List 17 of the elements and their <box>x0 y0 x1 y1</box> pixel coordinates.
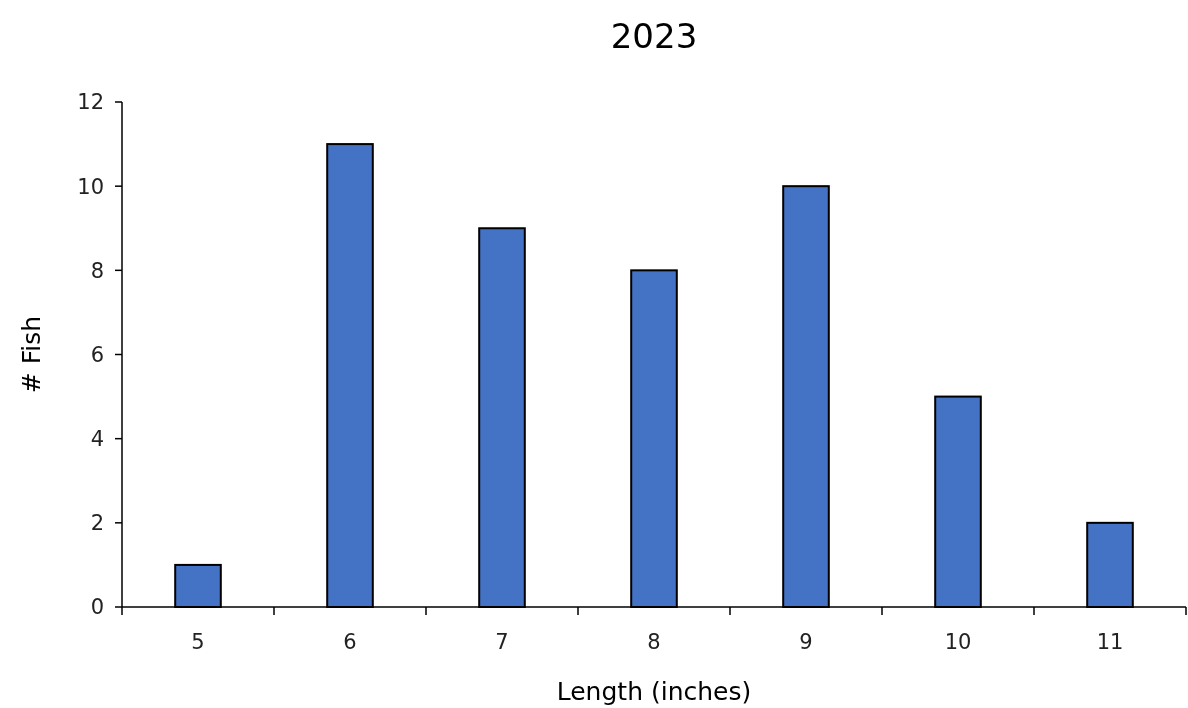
y-tick-label: 6 <box>90 342 104 367</box>
y-tick-label: 4 <box>90 427 104 452</box>
x-tick-label: 11 <box>1096 630 1124 654</box>
x-tick-label: 10 <box>944 630 972 654</box>
y-axis-title: # Fish <box>17 315 46 394</box>
y-tick-label: 0 <box>90 595 104 620</box>
y-tick-label: 12 <box>77 90 104 115</box>
x-tick-label: 9 <box>799 630 813 654</box>
x-tick-label: 8 <box>647 630 661 654</box>
y-tick-label: 10 <box>77 174 104 199</box>
x-axis-title: Length (inches) <box>556 677 752 706</box>
chart-title: 2023 <box>610 16 698 56</box>
x-tick-label: 7 <box>495 630 509 654</box>
y-tick-label: 2 <box>90 511 104 536</box>
y-tick-label: 8 <box>90 258 104 283</box>
x-tick-label: 5 <box>191 630 205 654</box>
x-tick-label: 6 <box>343 630 357 654</box>
